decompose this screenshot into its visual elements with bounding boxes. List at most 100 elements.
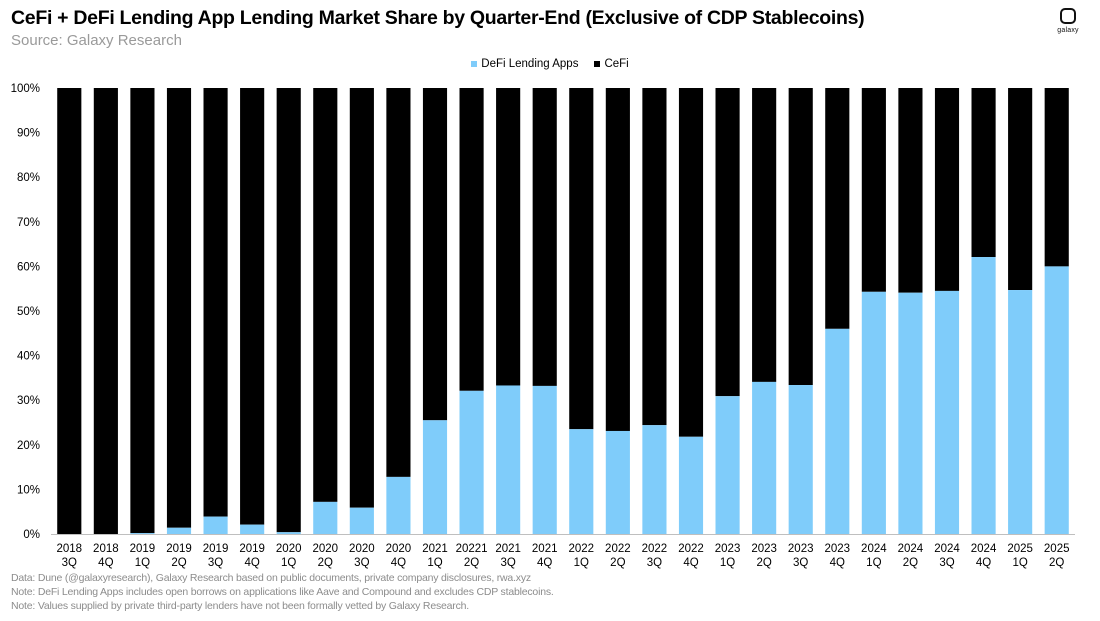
bar-cefi bbox=[678, 88, 704, 437]
bar-defi bbox=[459, 390, 484, 534]
bar-defi bbox=[1044, 266, 1069, 534]
bar-defi bbox=[678, 436, 704, 534]
y-tick-label: 40% bbox=[17, 351, 40, 363]
bar-cefi bbox=[532, 88, 557, 386]
x-tick-year: 2023 bbox=[824, 543, 850, 555]
x-tick-quarter: 1Q bbox=[574, 557, 589, 569]
chart-subtitle: Source: Galaxy Research bbox=[11, 32, 182, 49]
x-tick-year: 2019 bbox=[239, 543, 265, 555]
bar-cefi bbox=[130, 88, 155, 534]
bar-defi bbox=[569, 429, 594, 534]
x-tick-quarter: 3Q bbox=[939, 557, 954, 569]
x-tick-year: 2020 bbox=[312, 543, 338, 555]
x-tick-year: 2021 bbox=[422, 543, 448, 555]
bar-defi bbox=[386, 476, 411, 534]
bar-defi bbox=[276, 532, 301, 534]
y-tick-label: 50% bbox=[17, 306, 40, 318]
x-tick-quarter: 2Q bbox=[610, 557, 625, 569]
bar-cefi bbox=[313, 88, 338, 502]
bar-defi bbox=[422, 420, 448, 534]
bar-cefi bbox=[752, 88, 777, 382]
bar-cefi bbox=[203, 88, 228, 517]
bar-defi bbox=[825, 328, 850, 534]
x-tick-quarter: 4Q bbox=[391, 557, 406, 569]
legend-item-cefi: CeFi bbox=[594, 58, 629, 70]
y-tick-label: 100% bbox=[11, 83, 40, 95]
x-tick-quarter: 2Q bbox=[464, 557, 479, 569]
bar-defi bbox=[861, 291, 886, 534]
x-tick-quarter: 2Q bbox=[171, 557, 186, 569]
x-tick-quarter: 4Q bbox=[830, 557, 845, 569]
bar-cefi bbox=[861, 88, 886, 292]
bar-cefi bbox=[898, 88, 923, 293]
bar-cefi bbox=[422, 88, 448, 421]
x-tick-year: 2024 bbox=[898, 543, 924, 555]
x-tick-year: 2020 bbox=[386, 543, 412, 555]
x-tick-year: 2024 bbox=[934, 543, 960, 555]
bar-defi bbox=[934, 290, 960, 534]
x-tick-quarter: 2Q bbox=[318, 557, 333, 569]
x-tick-quarter: 3Q bbox=[793, 557, 808, 569]
chart-legend: DeFi Lending Apps CeFi bbox=[0, 58, 1100, 70]
bar-cefi bbox=[57, 88, 82, 534]
bar-defi bbox=[203, 516, 228, 534]
note-defi-definition: Note: DeFi Lending Apps includes open bo… bbox=[11, 586, 554, 598]
x-tick-year: 2019 bbox=[166, 543, 192, 555]
bar-defi bbox=[971, 257, 996, 534]
bar-cefi bbox=[93, 88, 118, 534]
x-tick-quarter: 3Q bbox=[500, 557, 515, 569]
y-tick-label: 90% bbox=[17, 128, 40, 140]
x-tick-year: 2022 bbox=[678, 543, 704, 555]
bar-cefi bbox=[459, 88, 484, 391]
y-tick-label: 20% bbox=[17, 440, 40, 452]
x-tick-year: 2022 bbox=[605, 543, 631, 555]
x-tick-quarter: 2Q bbox=[1049, 557, 1064, 569]
y-tick-label: 60% bbox=[17, 261, 40, 273]
bar-cefi bbox=[240, 88, 265, 525]
bar-cefi bbox=[569, 88, 594, 430]
x-tick-quarter: 3Q bbox=[208, 557, 223, 569]
bar-defi bbox=[240, 524, 265, 534]
bar-cefi bbox=[386, 88, 411, 477]
x-tick-year: 2019 bbox=[203, 543, 229, 555]
x-tick-year: 2023 bbox=[715, 543, 741, 555]
legend-label-defi: DeFi Lending Apps bbox=[481, 58, 579, 70]
x-tick-year: 2021 bbox=[495, 543, 521, 555]
bar-cefi bbox=[1008, 88, 1033, 291]
bar-defi bbox=[166, 527, 192, 534]
galaxy-logo-icon bbox=[1060, 8, 1076, 24]
x-tick-quarter: 1Q bbox=[281, 557, 296, 569]
x-tick-year: 2018 bbox=[93, 543, 119, 555]
bar-defi bbox=[605, 430, 630, 534]
x-tick-year: 2022 bbox=[568, 543, 594, 555]
bar-defi bbox=[313, 501, 338, 534]
note-data-source: Data: Dune (@galaxyresearch), Galaxy Res… bbox=[11, 572, 531, 584]
x-tick-quarter: 1Q bbox=[1012, 557, 1027, 569]
x-tick-quarter: 1Q bbox=[720, 557, 735, 569]
x-tick-year: 2020 bbox=[349, 543, 375, 555]
galaxy-logo: galaxy bbox=[1050, 8, 1086, 40]
x-tick-quarter: 4Q bbox=[98, 557, 113, 569]
bar-defi bbox=[788, 385, 813, 534]
x-tick-year: 20221 bbox=[456, 543, 488, 555]
bar-defi bbox=[752, 381, 777, 534]
bar-defi bbox=[130, 533, 155, 534]
x-tick-quarter: 2Q bbox=[903, 557, 918, 569]
y-tick-label: 70% bbox=[17, 217, 40, 229]
bar-cefi bbox=[825, 88, 850, 329]
x-tick-quarter: 4Q bbox=[683, 557, 698, 569]
legend-label-cefi: CeFi bbox=[604, 58, 629, 70]
bar-cefi bbox=[642, 88, 667, 426]
bar-cefi bbox=[788, 88, 813, 386]
bar-cefi bbox=[715, 88, 740, 397]
x-tick-year: 2025 bbox=[1007, 543, 1033, 555]
logo-text: galaxy bbox=[1057, 27, 1079, 34]
x-tick-quarter: 1Q bbox=[135, 557, 150, 569]
bar-cefi bbox=[971, 88, 996, 258]
x-tick-year: 2025 bbox=[1044, 543, 1070, 555]
x-tick-year: 2022 bbox=[642, 543, 668, 555]
y-tick-label: 10% bbox=[17, 484, 40, 496]
x-tick-year: 2021 bbox=[532, 543, 558, 555]
chart-header: CeFi + DeFi Lending App Lending Market S… bbox=[11, 6, 865, 51]
